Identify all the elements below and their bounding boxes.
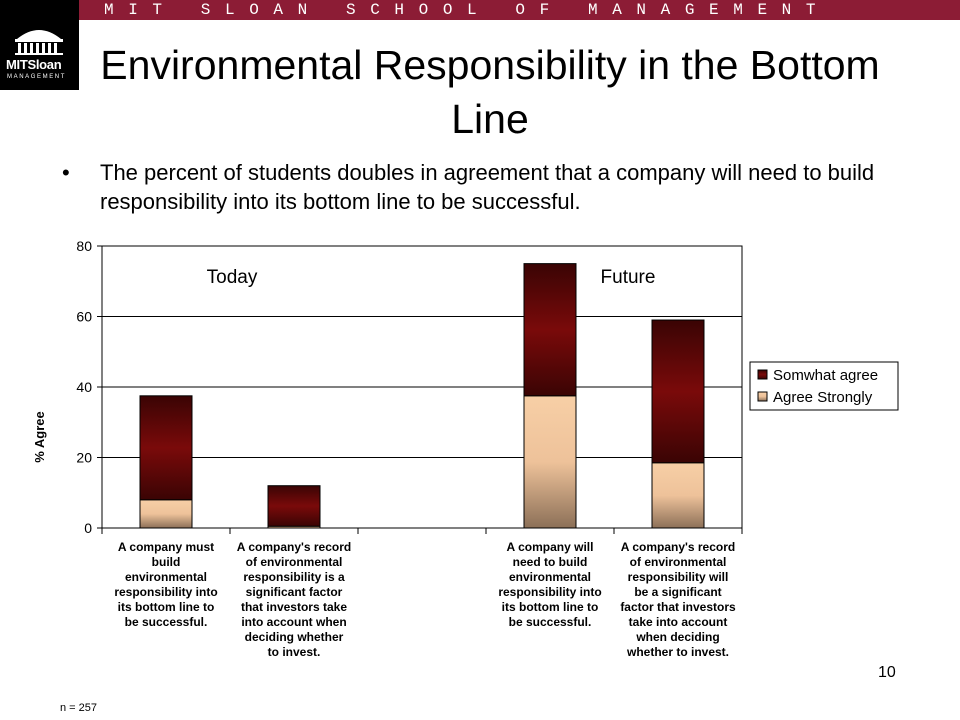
page-number: 10: [878, 664, 896, 681]
footnote: n = 257: [60, 702, 98, 714]
bar-somwhat-agree: [523, 263, 577, 397]
bar-somwhat-agree: [651, 319, 705, 464]
category-label: when deciding: [635, 630, 719, 644]
category-label: be successful.: [125, 615, 208, 629]
legend-swatch: [757, 391, 768, 402]
y-tick-label: 60: [76, 309, 92, 325]
category-label: its bottom line to: [502, 600, 599, 614]
mit-sloan-logo: MITSloan MANAGEMENT: [0, 0, 79, 90]
category-label: responsibility is a: [243, 570, 345, 584]
category-label: build: [152, 555, 181, 569]
category-label: whether to invest.: [626, 645, 729, 659]
y-tick-label: 20: [76, 450, 92, 466]
logo-text: MITSloan: [6, 57, 62, 72]
y-tick-label: 80: [76, 238, 92, 254]
category-label: environmental: [125, 570, 207, 584]
category-label: to invest.: [268, 645, 321, 659]
category-label: responsibility into: [114, 585, 217, 599]
bullet-dot: •: [62, 160, 70, 185]
category-label: A company will: [507, 540, 594, 554]
y-tick-label: 40: [76, 379, 92, 395]
category-label: of environmental: [246, 555, 343, 569]
bar-somwhat-agree: [267, 485, 321, 527]
category-label: environmental: [509, 570, 591, 584]
slide-title: Environmental Responsibility in the Bott…: [100, 42, 880, 142]
category-label: responsibility into: [498, 585, 601, 599]
bar-agree-strongly: [523, 395, 577, 529]
bar-agree-strongly: [139, 499, 193, 529]
category-label: responsibility will: [628, 570, 729, 584]
top-banner: MIT SLOAN SCHOOL OF MANAGEMENT: [0, 0, 960, 20]
category-label: deciding whether: [245, 630, 344, 644]
legend-swatch: [757, 369, 768, 380]
category-label: factor that investors: [620, 600, 736, 614]
annotation-future: Future: [601, 267, 656, 288]
dome-icon: [15, 30, 63, 55]
legend-label: Somwhat agree: [773, 367, 878, 384]
category-label: of environmental: [630, 555, 727, 569]
category-label: need to build: [513, 555, 588, 569]
legend-label: Agree Strongly: [773, 389, 873, 406]
category-label: into account when: [241, 615, 346, 629]
logo-subtext: MANAGEMENT: [7, 74, 67, 80]
category-label: its bottom line to: [118, 600, 215, 614]
legend: [749, 361, 899, 411]
annotation-today: Today: [207, 267, 258, 288]
category-label: be successful.: [509, 615, 592, 629]
category-label: A company's record: [237, 540, 351, 554]
category-label: A company's record: [621, 540, 735, 554]
category-label: A company must: [118, 540, 214, 554]
y-axis-label: % Agree: [32, 411, 47, 463]
y-tick-label: 0: [84, 520, 92, 536]
category-label: significant factor: [246, 585, 343, 599]
category-label: take into account: [629, 615, 728, 629]
bar-somwhat-agree: [139, 395, 193, 501]
category-label: be a significant: [634, 585, 721, 599]
banner-text: MIT SLOAN SCHOOL OF MANAGEMENT: [104, 1, 831, 19]
bullet-text: The percent of students doubles in agree…: [100, 160, 875, 214]
category-label: that investors take: [241, 600, 347, 614]
bar-agree-strongly: [651, 462, 705, 529]
